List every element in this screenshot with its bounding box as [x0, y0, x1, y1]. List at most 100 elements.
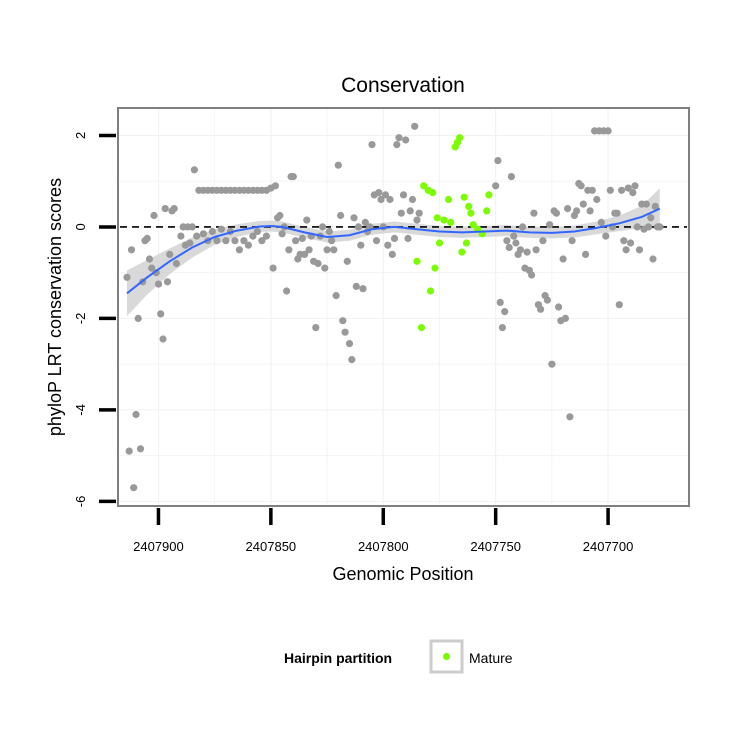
point [188, 223, 196, 231]
y-tick-label: -6 [73, 496, 88, 508]
point [498, 324, 506, 332]
point [186, 239, 194, 247]
point [148, 264, 156, 272]
point [262, 232, 270, 240]
point [496, 298, 504, 306]
mature-point [462, 239, 470, 247]
point [152, 269, 160, 277]
point [406, 207, 414, 215]
point [564, 205, 572, 213]
mature-point [456, 134, 464, 142]
x-tick-label: 2407700 [583, 539, 634, 554]
point [372, 237, 381, 245]
legend-title: Hairpin partition [284, 650, 392, 666]
point [602, 232, 610, 240]
point [330, 246, 338, 254]
point [177, 232, 185, 240]
mature-point [469, 221, 477, 229]
point [127, 246, 136, 254]
point [384, 241, 392, 249]
mature-point [426, 287, 435, 295]
point [303, 216, 311, 224]
point [163, 278, 172, 286]
mature-point [435, 239, 444, 247]
point [546, 221, 554, 229]
point [566, 413, 574, 421]
y-axis: -6 -4 -2 0 2 [73, 132, 116, 507]
point [145, 255, 154, 263]
point [415, 209, 423, 217]
y-tick-label: 0 [73, 223, 88, 230]
point [582, 250, 590, 258]
x-tick-label: 2407850 [246, 539, 297, 554]
point [512, 239, 520, 247]
point [397, 209, 405, 217]
point [323, 246, 331, 254]
point [157, 310, 165, 318]
point [123, 273, 131, 281]
point [292, 237, 300, 245]
point [606, 186, 614, 194]
point [134, 314, 142, 322]
point [208, 227, 216, 236]
point [395, 134, 403, 142]
mature-point [447, 218, 455, 226]
point [213, 237, 221, 245]
point [573, 207, 581, 215]
point [199, 230, 207, 238]
point [305, 246, 313, 254]
point [568, 237, 576, 245]
point [341, 328, 349, 336]
mature-point [460, 193, 468, 201]
point [253, 227, 261, 236]
point [510, 232, 518, 240]
point [505, 243, 513, 252]
point [624, 184, 632, 192]
point [143, 234, 151, 242]
point [555, 303, 563, 311]
point [633, 223, 641, 231]
point [411, 122, 419, 130]
point [354, 223, 363, 231]
point [503, 237, 511, 245]
point [321, 264, 329, 272]
point [339, 317, 347, 325]
point [269, 264, 277, 272]
point [352, 282, 360, 290]
point [132, 410, 140, 419]
point [249, 232, 257, 240]
point [588, 186, 596, 194]
point [332, 292, 340, 300]
point [312, 324, 320, 332]
point [413, 216, 421, 224]
point [314, 259, 322, 268]
point [159, 335, 167, 343]
point [399, 191, 408, 199]
point [337, 211, 345, 220]
point [593, 195, 601, 204]
point [404, 234, 412, 242]
scatter-points [123, 122, 664, 492]
mature-point [417, 324, 426, 332]
point [283, 287, 291, 295]
point [532, 246, 540, 254]
mature-point [433, 214, 441, 222]
point [161, 205, 169, 213]
point [334, 161, 342, 169]
point [375, 189, 383, 197]
point [150, 211, 158, 220]
mature-point [465, 202, 473, 210]
point [350, 214, 358, 222]
point [357, 241, 365, 249]
point [552, 209, 561, 217]
point [539, 237, 547, 245]
point [325, 227, 333, 236]
point [359, 285, 367, 293]
point [328, 237, 336, 245]
mature-point [429, 189, 437, 197]
point [231, 237, 239, 245]
mature-point [440, 216, 448, 224]
chart-title: Conservation [341, 74, 465, 97]
point [642, 200, 650, 208]
point [647, 214, 655, 222]
